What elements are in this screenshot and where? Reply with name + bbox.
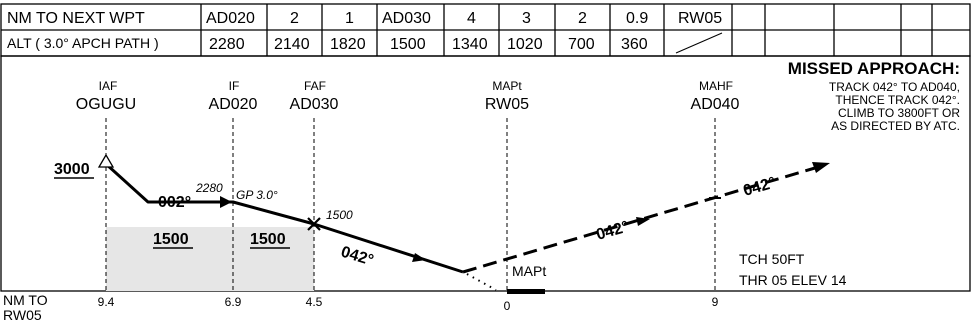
missed-approach-path (462, 166, 816, 274)
table-cell: 1340 (452, 36, 488, 53)
table-cell: 1020 (507, 36, 543, 53)
iaf-triangle-icon (97, 153, 115, 168)
table-cell: 3 (522, 10, 531, 27)
fix-lines (105, 118, 716, 291)
fix-name-if: AD020 (209, 96, 258, 113)
faf-altitude: 1500 (326, 208, 353, 222)
mapt-label: MAPt (512, 263, 546, 279)
table-cell: RW05 (678, 10, 722, 27)
distance-scale-title: RW05 (3, 307, 42, 323)
table-cell: 1820 (330, 36, 366, 53)
fix-role-faf: FAF (304, 79, 326, 93)
distance-tick: 9.4 (98, 295, 115, 309)
table-cell: 0.9 (626, 10, 648, 27)
distance-tick: 4.5 (306, 295, 323, 309)
fix-name-mapt: RW05 (485, 96, 529, 113)
missed-track-label: 042° (594, 218, 630, 243)
missed-approach-line: TRACK 042° TO AD040, (829, 80, 960, 94)
tch-label: TCH 50FT (739, 251, 805, 267)
distance-tick: 9 (712, 295, 719, 309)
table-cell: 2 (578, 10, 587, 27)
table-cell: 4 (467, 10, 476, 27)
final-track-label: 042° (339, 244, 376, 270)
fix-role-mahf: MAHF (699, 79, 733, 93)
table-cell: 1500 (390, 36, 426, 53)
missed-approach-line: AS DIRECTED BY ATC. (831, 119, 960, 133)
minimum-altitude-label: 1500 (250, 231, 286, 248)
approach-path (104, 162, 464, 274)
missed-approach-line: THENCE TRACK 042°. (835, 93, 960, 107)
arrowhead-icon (412, 253, 426, 262)
fix-name-faf: AD030 (290, 96, 339, 113)
table-cell: 2280 (209, 36, 245, 53)
fix-role-iaf: IAF (99, 79, 118, 93)
table-cell: AD030 (382, 10, 431, 27)
minimum-altitude-label: 1500 (153, 231, 189, 248)
track-label: 002° (158, 194, 191, 211)
missed-approach-title: MISSED APPROACH: (788, 59, 960, 78)
distance-scale: NM TO RW05 9.4 6.9 4.5 0 9 (3, 292, 719, 323)
missed-approach-line: CLIMB TO 3800FT OR (838, 106, 960, 120)
fix-role-mapt: MAPt (492, 79, 522, 93)
fix-name-mahf: AD040 (691, 96, 740, 113)
fix-name-iaf: OGUGU (76, 96, 136, 113)
missed-track-label: 042° (741, 174, 777, 199)
profile-frame (0, 55, 971, 292)
arrowhead-icon (812, 162, 830, 173)
faf-cross-icon (307, 217, 321, 231)
table-row-altitudes: ALT ( 3.0° APCH PATH ) 2280 2140 1820 15… (7, 35, 648, 53)
minimum-altitude-shading (106, 227, 314, 291)
glidepath-label: GP 3.0° (236, 188, 278, 202)
table-cell: 700 (568, 36, 595, 53)
descent-continuation (466, 273, 497, 291)
table-cell: 1 (345, 10, 354, 27)
fix-labels: IAF OGUGU IF AD020 FAF AD030 MAPt RW05 M… (76, 79, 740, 113)
arrowhead-icon (220, 196, 232, 208)
table-cell: NM TO NEXT WPT (7, 10, 145, 27)
arrowhead-icon (636, 217, 650, 226)
distance-tick: 0 (504, 299, 511, 313)
table-row-distances: NM TO NEXT WPT AD020 2 1 AD030 4 3 2 0.9… (7, 10, 722, 27)
table-cell: ALT ( 3.0° APCH PATH ) (7, 35, 159, 51)
fix-role-if: IF (229, 79, 240, 93)
table-cell: 2140 (274, 36, 310, 53)
runway-bar (507, 289, 545, 294)
iaf-altitude: 3000 (54, 161, 90, 178)
distance-scale-title: NM TO (3, 292, 48, 308)
table-cell: 2 (290, 10, 299, 27)
distance-tick: 6.9 (225, 295, 242, 309)
threshold-elevation: THR 05 ELEV 14 (739, 272, 847, 288)
table-cell: 360 (621, 36, 648, 53)
if-altitude: 2280 (195, 181, 223, 195)
table-cell: AD020 (206, 10, 255, 27)
missed-approach-text: MISSED APPROACH: TRACK 042° TO AD040, TH… (788, 59, 961, 133)
